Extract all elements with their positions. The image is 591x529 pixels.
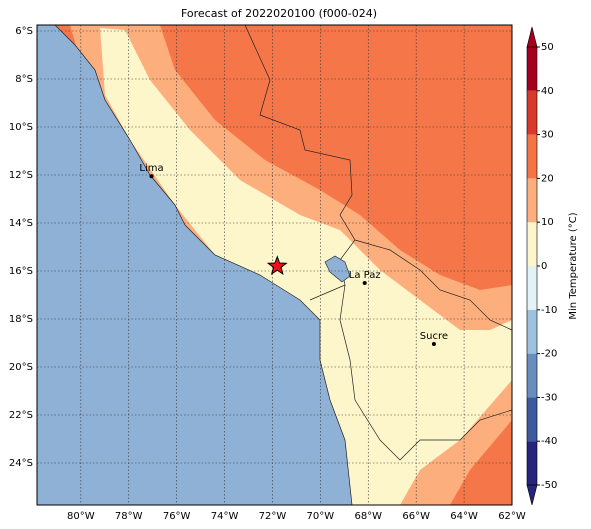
- y-tick-label: 8°S: [15, 74, 33, 85]
- colorbar-tick-label: 0: [541, 261, 547, 272]
- colorbar-tick-label: -30: [541, 392, 557, 403]
- ocean: [37, 25, 352, 505]
- colorbar-tick-label: 20: [541, 173, 554, 184]
- x-tick-label: 62°W: [498, 511, 526, 522]
- colorbar-bin: [527, 222, 537, 266]
- x-tick-label: 72°W: [259, 511, 287, 522]
- y-tick-label: 18°S: [9, 314, 33, 325]
- colorbar-bin: [527, 441, 537, 485]
- border: [339, 284, 512, 461]
- y-tick-label: 20°S: [9, 362, 33, 373]
- colorbar-bin: [527, 90, 537, 135]
- x-tick-label: 76°W: [163, 511, 191, 522]
- y-tick-label: 14°S: [9, 218, 33, 229]
- colorbar-tick-label: -20: [541, 349, 557, 360]
- colorbar-tick-label: 40: [541, 86, 554, 97]
- border: [354, 239, 512, 331]
- city-marker: [149, 174, 154, 179]
- y-tick-label: 10°S: [9, 122, 33, 133]
- colorbar-bin: [527, 353, 537, 398]
- x-tick-label: 68°W: [354, 511, 382, 522]
- x-tick-label: 74°W: [211, 511, 239, 522]
- map-frame: [36, 24, 513, 506]
- x-tick-label: 70°W: [307, 511, 335, 522]
- colorbar-bin: [527, 134, 537, 179]
- x-tick-label: 78°W: [115, 511, 143, 522]
- colorbar-tick-label: -50: [541, 480, 557, 491]
- colorbar-bin: [527, 309, 537, 354]
- colorbar-tick-label: -40: [541, 436, 557, 447]
- city-marker: [362, 281, 367, 285]
- title: Forecast of 2022020100 (f000-024): [181, 7, 377, 20]
- colorbar-bin: [527, 397, 537, 442]
- map-marks: Lima La Paz Sucre: [139, 163, 448, 346]
- city-label: Lima: [139, 163, 163, 174]
- land-cool: [100, 28, 512, 505]
- map-fill: [37, 25, 512, 505]
- colorbar-extend-low: [526, 484, 538, 506]
- colorbar-bin: [527, 178, 537, 223]
- lake: [324, 255, 351, 283]
- city-label: Sucre: [420, 331, 448, 342]
- colorbar-bin: [527, 266, 537, 310]
- colorbar-extend-high: [526, 26, 538, 48]
- colorbar-tick-label: -10: [541, 305, 557, 316]
- y-tick-label: 6°S: [15, 26, 33, 37]
- colorbar-label: Min Temperature (°C): [568, 212, 579, 319]
- y-tick-label: 16°S: [9, 266, 33, 277]
- colorbar-tick-label: 30: [541, 130, 554, 141]
- x-tick-label: 64°W: [450, 511, 478, 522]
- y-tick-label: 12°S: [9, 170, 33, 181]
- city-label: La Paz: [349, 270, 381, 281]
- coastline: [54, 25, 353, 505]
- colorbar-tick-label: 10: [541, 217, 554, 228]
- colorbar: 50 40 30 20 10 0 -10 -20 -30 -40 -50 Min Temperatur…: [526, 26, 579, 506]
- colorbar-tick-label: 50: [541, 42, 554, 53]
- colorbar-bin: [527, 47, 537, 91]
- y-tick-label: 22°S: [9, 410, 33, 421]
- star-marker: [266, 255, 288, 276]
- y-tick-label: 24°S: [9, 458, 33, 469]
- x-tick-label: 66°W: [402, 511, 430, 522]
- city-marker: [431, 341, 436, 346]
- graticule: 80°W 78°W 76°W 74°W 72°W 70°W 68°W 66°W 64°W 62°W…: [9, 25, 526, 522]
- x-tick-label: 80°W: [67, 511, 95, 522]
